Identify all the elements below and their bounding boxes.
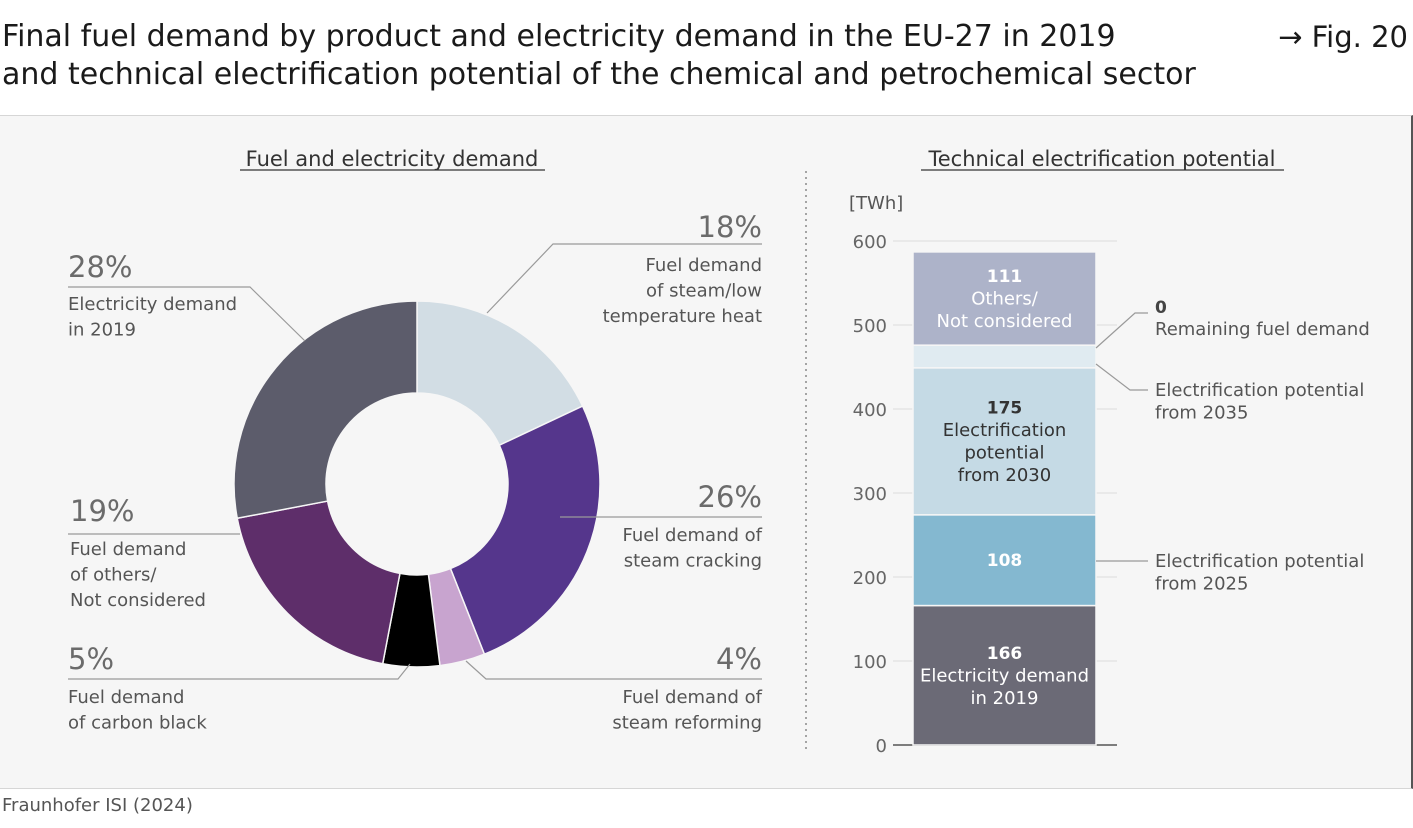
donut-leader-line-5 [68, 286, 306, 342]
bar-side-label-1-1: from 2025 [1155, 574, 1248, 595]
bar-side-leader-4 [1095, 312, 1148, 349]
donut-slice-label-2-0: Fuel demand of [622, 687, 762, 708]
bar-segment-2 [912, 367, 1097, 516]
donut-slice-label-5-1: in 2019 [68, 320, 136, 341]
bar-inside-label-2-1: potential [964, 443, 1044, 464]
y-tick-label-1: 100 [853, 652, 887, 673]
bar-value-label-2: 175 [987, 399, 1023, 419]
bar-inside-label-5-0: Others/ [971, 289, 1038, 310]
donut-slice-label-2-1: steam reforming [612, 713, 762, 734]
bar-inside-label-2-0: Electrification [943, 420, 1067, 441]
y-tick-label-0: 0 [876, 736, 887, 757]
bar-value-label-0: 166 [987, 644, 1023, 664]
donut-percent-label-4: 19% [70, 494, 134, 528]
bar-inside-label-0-1: in 2019 [971, 688, 1039, 709]
charts-canvas: Fuel and electricity demand 18% Fuel deman… [68, 147, 1370, 757]
stacked-bar-chart: Technical electrification potential [TWh]… [849, 147, 1370, 757]
bar-side-label-4-0: Remaining fuel demand [1155, 319, 1370, 340]
y-tick-label-5: 500 [853, 316, 887, 337]
donut-percent-label-0: 18% [698, 210, 762, 244]
bar-inside-label-5-1: Not considered [937, 311, 1073, 332]
donut-slice-label-3-0: Fuel demand [68, 687, 184, 708]
bar-inside-label-0-0: Electricity demand [920, 665, 1089, 686]
bar-chart-title: Technical electrification potential [928, 147, 1276, 171]
donut-slice-label-3-1: of carbon black [68, 713, 207, 734]
bar-segment-1 [912, 514, 1097, 607]
bar-value-label-4: 0 [1155, 298, 1167, 318]
donut-leader-line-2 [465, 660, 762, 680]
bar-side-label-3-1: from 2035 [1155, 403, 1248, 424]
y-tick-label-3: 300 [853, 484, 887, 505]
donut-percent-label-3: 5% [68, 642, 114, 676]
donut-slice-5 [233, 300, 418, 520]
y-tick-label-4: 400 [853, 400, 887, 421]
donut-slice-4 [236, 500, 401, 665]
y-tick-label-2: 200 [853, 568, 887, 589]
donut-leader-line-3 [68, 663, 411, 680]
donut-slice-label-4-1: of others/ [70, 565, 157, 586]
donut-slice-label-5-0: Electricity demand [68, 294, 237, 315]
donut-percent-label-5: 28% [68, 250, 132, 284]
donut-slice-1 [449, 405, 601, 656]
chart-panel: Fuel and electricity demand 18% Fuel deman… [0, 115, 1413, 789]
figure-title-line-1: Final fuel demand by product and electri… [2, 19, 1116, 54]
bar-side-label-1-0: Electrification potential [1155, 551, 1364, 572]
donut-leader-line-0 [486, 243, 762, 314]
donut-slice-label-1-1: steam cracking [624, 551, 762, 572]
bar-side-leader-3 [1095, 363, 1148, 391]
donut-slice-label-0-1: of steam/low [646, 281, 762, 302]
donut-percent-label-2: 4% [716, 642, 762, 676]
figure-title-line-2: and technical electrification potential … [2, 57, 1196, 92]
donut-slice-label-4-2: Not considered [70, 590, 206, 611]
bar-inside-label-2-2: from 2030 [958, 465, 1051, 486]
donut-slice-label-4-0: Fuel demand [70, 539, 186, 560]
bar-unit-label: [TWh] [849, 193, 903, 214]
bar-segment-0 [912, 604, 1097, 746]
donut-slice-label-0-0: Fuel demand [646, 255, 762, 276]
donut-slice-label-0-2: temperature heat [603, 306, 762, 327]
bar-side-label-3-0: Electrification potential [1155, 380, 1364, 401]
figure-header: Final fuel demand by product and electri… [0, 0, 1413, 115]
donut-slice-label-1-0: Fuel demand of [622, 525, 762, 546]
donut-percent-label-1: 26% [698, 480, 762, 514]
y-tick-label-6: 600 [853, 232, 887, 253]
bar-segment-3 [912, 344, 1097, 369]
donut-slice-0 [416, 300, 584, 447]
bar-value-label-1: 108 [987, 551, 1023, 571]
figure-reference: → Fig. 20 [1278, 20, 1408, 54]
source-note: Fraunhofer ISI (2024) [2, 795, 193, 816]
bar-value-label-5: 111 [987, 267, 1023, 287]
donut-chart: Fuel and electricity demand 18% Fuel deman… [68, 147, 763, 734]
donut-chart-title: Fuel and electricity demand [246, 147, 539, 171]
bar-segment-5 [912, 251, 1097, 346]
